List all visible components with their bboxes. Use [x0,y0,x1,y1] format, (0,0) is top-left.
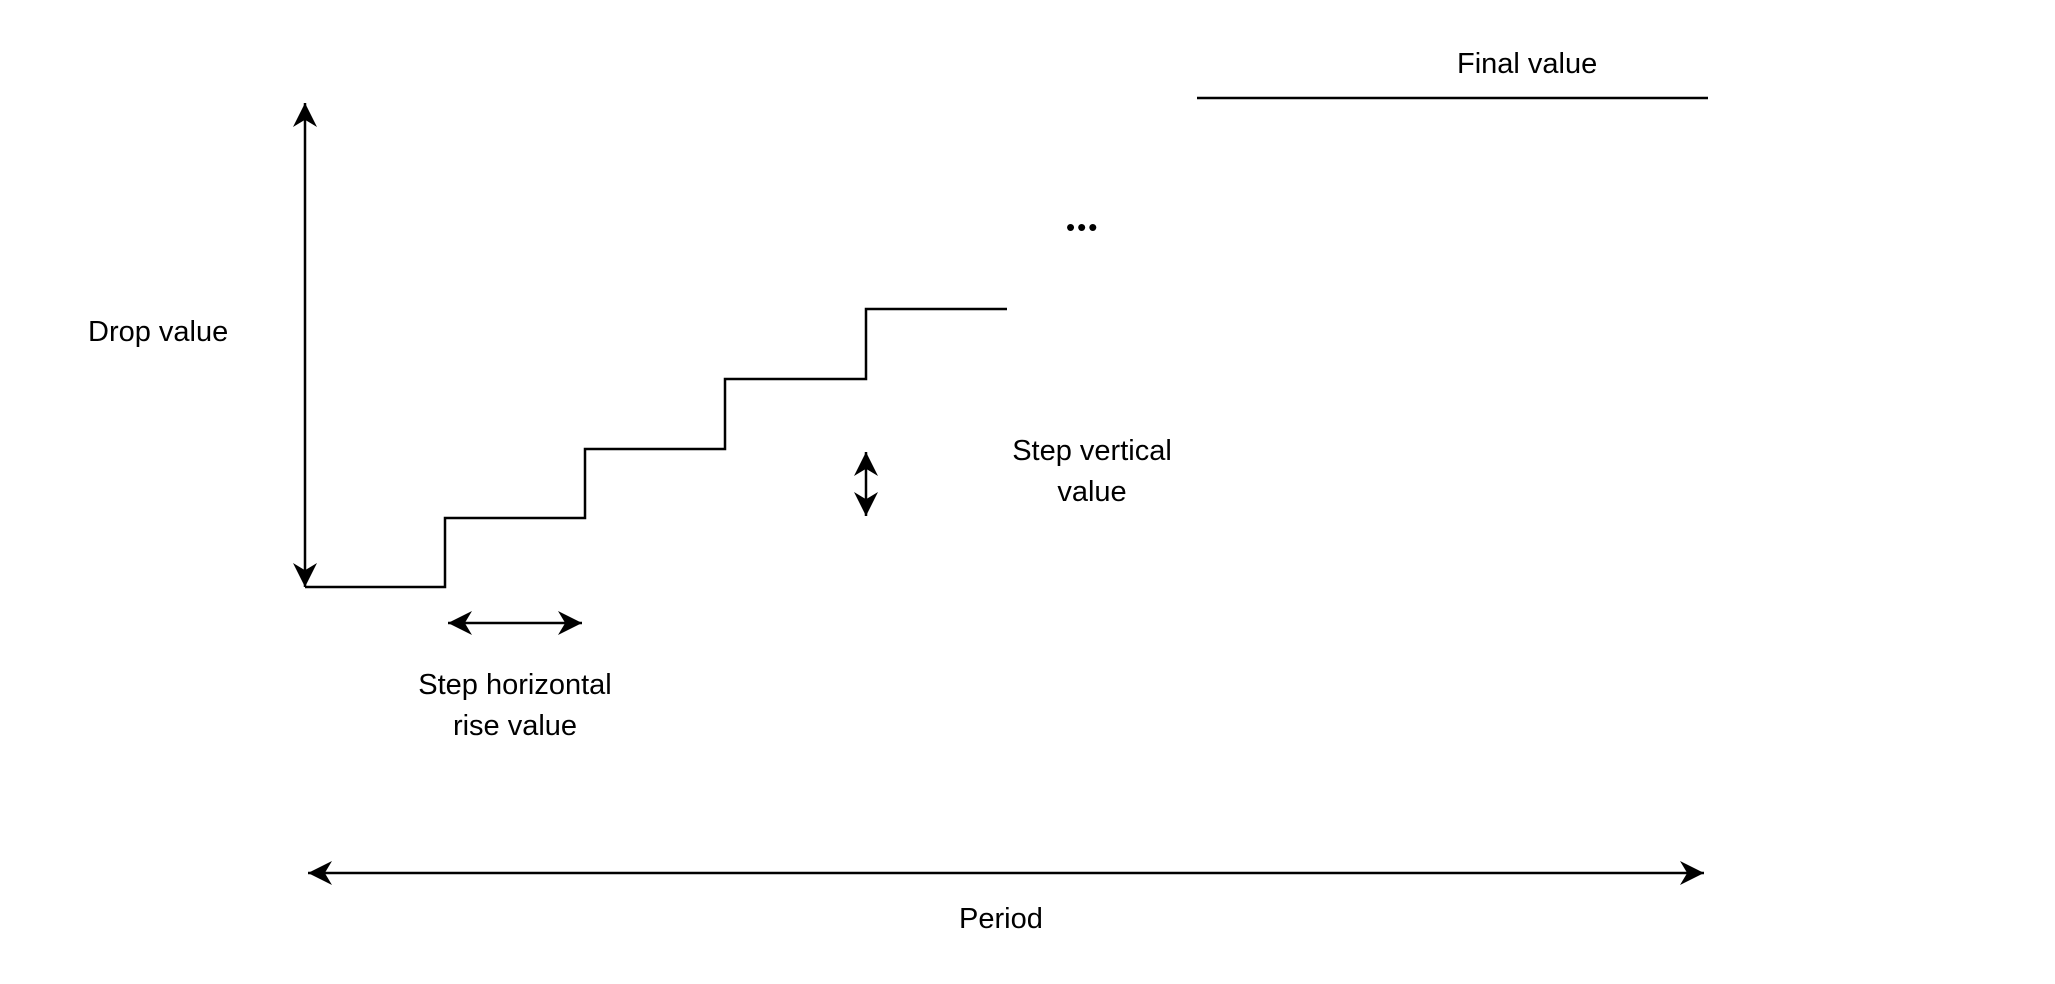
period-label: Period [959,903,1043,935]
staircase-line [305,307,1007,589]
ellipsis-label: ••• [1066,212,1100,242]
drop-value-label: Drop value [88,316,229,348]
step-horizontal-label-line1: Step horizontal [418,669,612,701]
final-value-label: Final value [1457,48,1598,80]
step-horizontal-label: Step horizontal rise value [393,665,637,747]
step-vertical-label-line2: value [1057,476,1127,508]
step-vertical-label-line1: Step vertical [1012,435,1172,467]
step-horizontal-label-line2: rise value [452,710,578,742]
step-vertical-label: Step vertical value [982,431,1202,513]
